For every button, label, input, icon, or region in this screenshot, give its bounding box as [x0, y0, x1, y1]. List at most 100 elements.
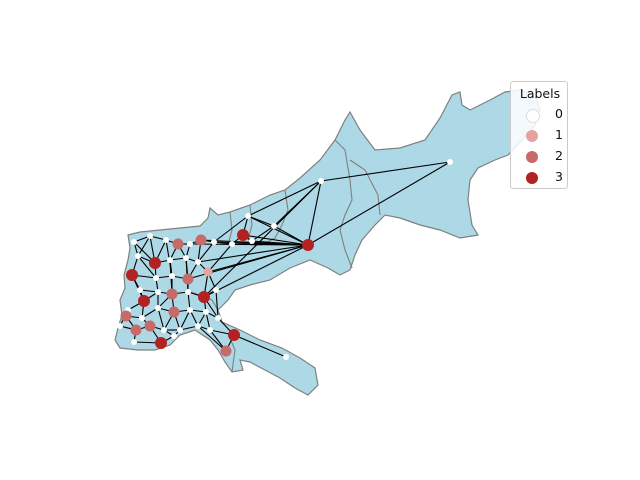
boundary-line	[247, 204, 253, 241]
graph-node-label-2	[172, 238, 184, 250]
graph-node-label-2	[220, 345, 232, 357]
graph-node-label-3	[228, 329, 240, 341]
graph-edge	[213, 241, 233, 245]
graph-edge	[215, 289, 219, 319]
graph-node-label-3	[198, 291, 210, 303]
graph-node-label-0	[318, 178, 324, 184]
graph-node-label-0	[163, 237, 169, 243]
graph-node-label-3	[155, 337, 167, 349]
legend-label: 3	[555, 169, 563, 184]
graph-node-label-3	[237, 229, 249, 241]
graph-node-label-0	[131, 339, 137, 345]
legend: Labels 0 1 2 3	[510, 81, 568, 189]
graph-node-label-0	[203, 309, 209, 315]
legend-dot-icon	[526, 109, 540, 123]
graph-node-label-0	[131, 239, 137, 245]
graph-edge	[179, 325, 199, 331]
legend-label: 1	[555, 127, 563, 142]
graph-node-label-2	[182, 273, 194, 285]
graph-node-label-3	[149, 257, 161, 269]
graph-edge	[307, 161, 451, 246]
graph-node-label-0	[195, 323, 201, 329]
graph-node-label-0	[155, 305, 161, 311]
graph-edge	[203, 180, 322, 298]
graph-edge	[197, 241, 215, 263]
graph-edge	[251, 225, 275, 242]
graph-edge	[141, 307, 159, 319]
region-polygons	[114, 89, 541, 396]
graph-edge	[247, 180, 322, 217]
legend-item-3: 3	[519, 169, 569, 187]
graph-node-label-0	[271, 223, 277, 229]
graph-node-label-3	[302, 239, 314, 251]
graph-edge	[320, 161, 451, 182]
graph-node-label-2	[130, 324, 142, 336]
graph-node-label-3	[138, 295, 150, 307]
graph-edge	[233, 334, 287, 358]
graph-node-label-2	[166, 288, 178, 300]
graph-edge	[247, 215, 275, 227]
graph-node-label-2	[120, 310, 132, 322]
graph-node-label-2	[195, 234, 207, 246]
legend-dot-icon	[526, 130, 538, 142]
graph-node-label-2	[144, 320, 156, 332]
legend-item-2: 2	[519, 148, 569, 166]
graph-node-label-0	[147, 233, 153, 239]
graph-node-label-0	[155, 289, 161, 295]
graph-node-label-0	[249, 238, 255, 244]
graph-node-label-0	[177, 327, 183, 333]
graph-node-label-0	[169, 273, 175, 279]
graph-edge	[205, 311, 211, 331]
graph-node-label-0	[447, 159, 453, 165]
graph-node-label-0	[215, 315, 221, 321]
graph-edge	[207, 243, 233, 273]
graph-edge	[137, 235, 151, 257]
graph-node-label-0	[161, 327, 167, 333]
boundary-line	[334, 139, 353, 269]
graph-edge	[137, 255, 157, 279]
graph-node-label-0	[183, 255, 189, 261]
boundary-line	[227, 211, 233, 246]
legend-dot-icon	[526, 151, 538, 163]
graph-node-label-0	[213, 287, 219, 293]
graph-node-label-0	[167, 257, 173, 263]
graph-nodes	[117, 159, 453, 360]
graph-edge	[242, 234, 309, 246]
legend-label: 0	[555, 106, 563, 121]
graph-node-label-0	[117, 323, 123, 329]
graph-node-label-0	[153, 275, 159, 281]
graph-edge	[247, 215, 309, 246]
graph-edge	[179, 309, 191, 331]
region-shape	[114, 89, 541, 396]
graph-node-label-0	[171, 333, 177, 339]
graph-edge	[213, 215, 249, 243]
graph-node-label-0	[283, 354, 289, 360]
boundary-line	[229, 337, 236, 373]
graph-node-label-0	[139, 315, 145, 321]
graph-node-label-0	[187, 241, 193, 247]
boundary-line	[349, 159, 381, 216]
graph-node-label-0	[229, 241, 235, 247]
graph-edge	[189, 243, 309, 246]
legend-item-0: 0	[519, 106, 569, 124]
legend-title: Labels	[519, 86, 561, 101]
graph-node-label-1	[203, 267, 213, 277]
legend-item-1: 1	[519, 127, 569, 145]
graph-node-label-2	[168, 306, 180, 318]
graph-edge	[139, 289, 159, 293]
graph-node-label-0	[187, 307, 193, 313]
graph-node-label-3	[126, 269, 138, 281]
graph-node-label-0	[245, 213, 251, 219]
graph-edge	[187, 291, 191, 311]
graph-node-label-0	[207, 327, 213, 333]
graph-node-label-0	[195, 259, 201, 265]
graph-node-label-0	[211, 239, 217, 245]
graph-node-label-0	[185, 289, 191, 295]
graph-node-label-0	[135, 253, 141, 259]
graph-edge	[197, 325, 227, 352]
legend-dot-icon	[526, 172, 538, 184]
graph-node-label-0	[137, 287, 143, 293]
graph-edge	[203, 244, 309, 298]
legend-label: 2	[555, 148, 563, 163]
